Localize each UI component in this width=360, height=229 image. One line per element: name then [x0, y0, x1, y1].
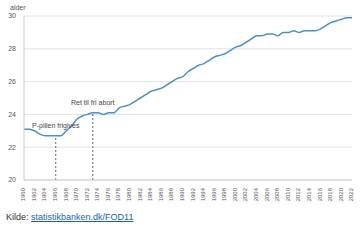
svg-text:Ret til fri abort: Ret til fri abort [71, 99, 115, 106]
svg-text:1992: 1992 [190, 187, 196, 201]
svg-text:P-pillen frigives: P-pillen frigives [32, 122, 80, 130]
svg-text:1968: 1968 [63, 187, 69, 201]
svg-text:1986: 1986 [158, 187, 164, 201]
svg-text:2002: 2002 [242, 187, 248, 201]
svg-text:2006: 2006 [264, 187, 270, 201]
svg-text:2020: 2020 [338, 187, 344, 201]
html-text:Kilde: statistikbanken.dk/FOD1: Kilde: statistikbanken.dk/FOD11 [6, 212, 134, 222]
svg-text:1966: 1966 [52, 187, 58, 201]
svg-text:2000: 2000 [232, 187, 238, 201]
html-text:alder: alder [10, 4, 26, 11]
svg-text:1980: 1980 [126, 187, 132, 201]
svg-text:2010: 2010 [285, 187, 291, 201]
svg-text:2014: 2014 [306, 187, 312, 201]
svg-text:1964: 1964 [41, 187, 47, 201]
svg-text:1972: 1972 [84, 187, 90, 201]
svg-text:1960: 1960 [20, 187, 26, 201]
svg-text:1962: 1962 [31, 187, 37, 201]
svg-text:24: 24 [8, 111, 16, 118]
svg-text:1988: 1988 [168, 187, 174, 201]
svg-text:1978: 1978 [115, 187, 121, 201]
svg-text:28: 28 [8, 45, 16, 52]
svg-text:22: 22 [8, 144, 16, 151]
svg-text:1974: 1974 [94, 187, 100, 201]
svg-text:1998: 1998 [221, 187, 227, 201]
svg-text:2012: 2012 [295, 187, 301, 201]
svg-text:30: 30 [8, 12, 16, 19]
svg-text:1990: 1990 [179, 187, 185, 201]
svg-text:20: 20 [8, 176, 16, 183]
svg-text:1982: 1982 [137, 187, 143, 201]
svg-text:2004: 2004 [253, 187, 259, 201]
svg-text:1996: 1996 [211, 187, 217, 201]
svg-text:1970: 1970 [73, 187, 79, 201]
svg-text:2008: 2008 [274, 187, 280, 201]
svg-text:26: 26 [8, 78, 16, 85]
svg-text:1994: 1994 [200, 187, 206, 201]
svg-text:2022: 2022 [348, 187, 352, 201]
svg-text:1976: 1976 [105, 187, 111, 201]
svg-text:2016: 2016 [317, 187, 323, 201]
svg-text:2018: 2018 [327, 187, 333, 201]
svg-text:1984: 1984 [147, 187, 153, 201]
